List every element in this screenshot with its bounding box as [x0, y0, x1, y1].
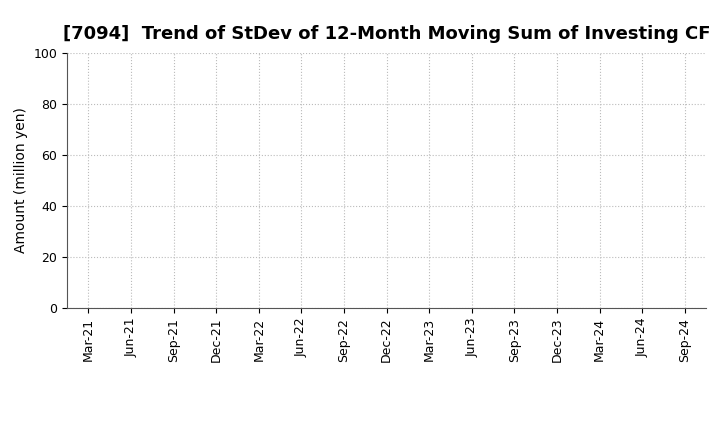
Title: [7094]  Trend of StDev of 12-Month Moving Sum of Investing CF: [7094] Trend of StDev of 12-Month Moving…	[63, 25, 711, 43]
Y-axis label: Amount (million yen): Amount (million yen)	[14, 107, 28, 253]
